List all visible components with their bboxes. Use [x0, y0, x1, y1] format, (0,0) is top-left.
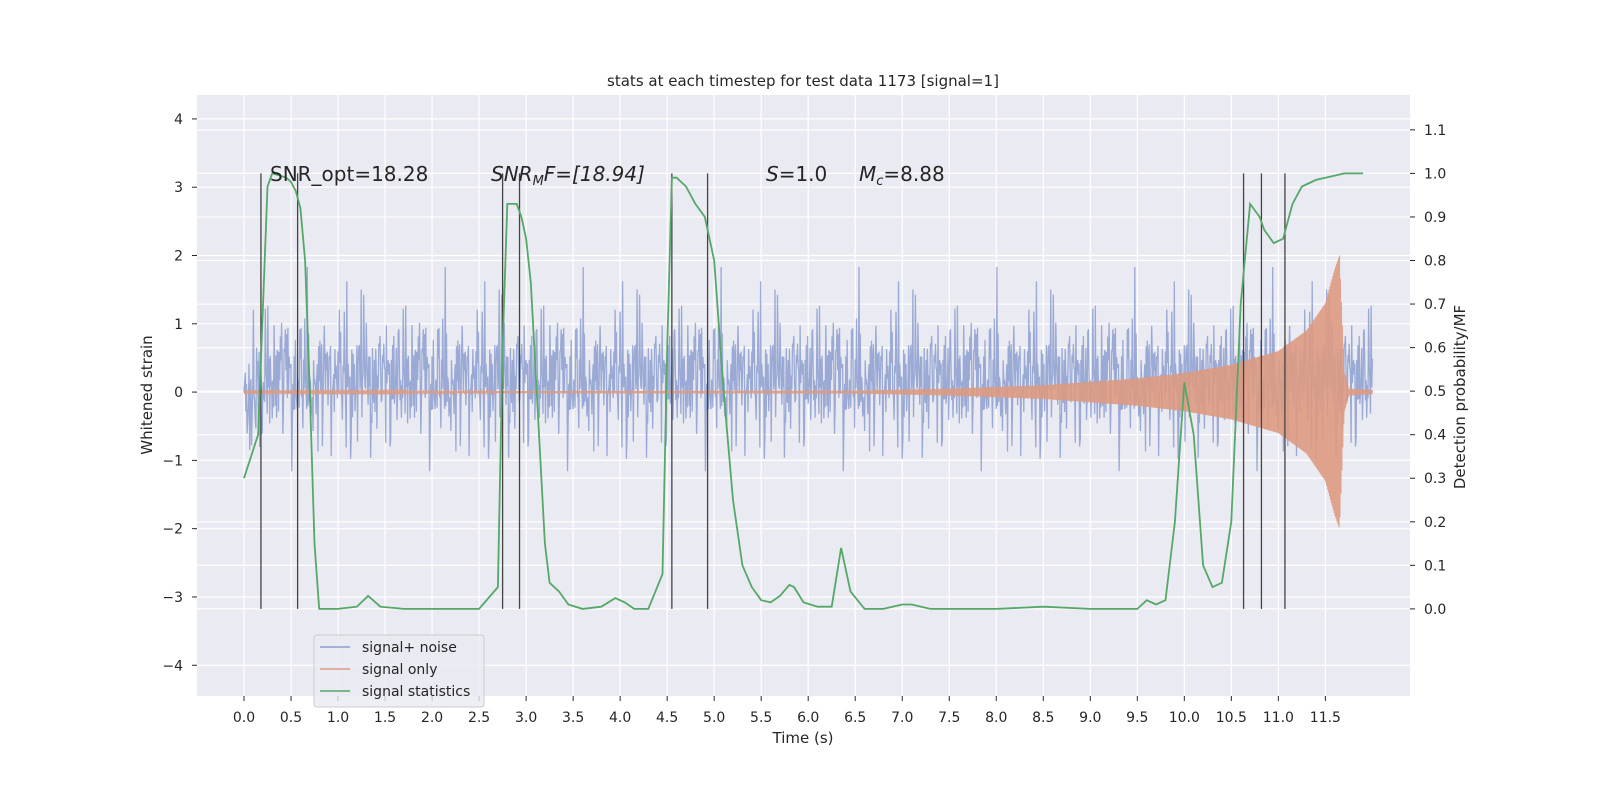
x-tick-label: 1.0 [327, 710, 349, 726]
x-tick-label: 5.0 [703, 710, 725, 726]
annotation-mc-value: =8.88 [883, 162, 944, 186]
y-tick-label-right: 0.2 [1424, 515, 1446, 531]
y-tick-label-right: 1.1 [1424, 123, 1446, 139]
x-tick-label: 7.5 [938, 710, 960, 726]
x-tick-label: 9.5 [1126, 710, 1148, 726]
x-tick-label: 5.5 [750, 710, 772, 726]
vertical-lines-group [260, 173, 1286, 609]
x-tick-label: 4.5 [656, 710, 678, 726]
x-tick-label: 2.5 [468, 710, 490, 726]
y-tick-label-right: 0.8 [1424, 253, 1446, 269]
y-tick-label-left: 3 [174, 180, 183, 196]
y-tick-label-left: 4 [174, 112, 183, 128]
x-tick-label: 11.0 [1263, 710, 1294, 726]
legend-box [313, 634, 485, 708]
x-tick-label: 0.0 [233, 710, 255, 726]
noise-series-group [243, 266, 1374, 472]
annotation-mc: Mc=8.88 [859, 162, 945, 189]
axes-ticks-group: 0.0 0.5 1.0 1.5 2.0 2.5 3.0 3.5 4.0 4.5 5.0 5.5 6.0 6… [162, 112, 1446, 726]
signal-statistics-series-group [243, 172, 1363, 610]
signal-statistics-series-line [243, 172, 1363, 610]
x-tick-label: 10.0 [1169, 710, 1200, 726]
y-tick-label-right: 0.7 [1424, 297, 1446, 313]
y-tick-label-right: 0.1 [1424, 558, 1446, 574]
x-tick-label: 4.0 [609, 710, 631, 726]
annotation-snr-mf: SNRMF=[18.94] [491, 162, 645, 189]
annotations-group: SNR_opt=18.28 SNRMF=[18.94] S=1.0 Mc=8.8… [270, 162, 945, 189]
y-tick-label-left: −2 [162, 522, 183, 538]
annotation-s-value: =1.0 [779, 162, 828, 186]
annotation-mc-sub: c [876, 174, 883, 189]
y-tick-label-left: 1 [174, 317, 183, 333]
y-tick-label-right: 0.4 [1424, 428, 1446, 444]
noise-series-line [243, 266, 1374, 472]
x-tick-label: 1.5 [374, 710, 396, 726]
x-tick-label: 8.5 [1032, 710, 1054, 726]
annotation-snr-mf-rest: F=[18.94] [544, 162, 645, 186]
y-tick-label-left: −4 [162, 658, 183, 674]
x-tick-label: 6.0 [797, 710, 819, 726]
x-tick-label: 2.0 [421, 710, 443, 726]
x-tick-label: 3.5 [562, 710, 584, 726]
x-axis-label: Time (s) [772, 729, 834, 747]
x-tick-label: 6.5 [844, 710, 866, 726]
y-tick-label-right: 0.9 [1424, 210, 1446, 226]
legend: signal+ noise signal only signal statist… [313, 634, 485, 708]
y-tick-label-right: 0.0 [1424, 602, 1446, 618]
legend-label-signal-only: signal only [362, 662, 437, 678]
x-tick-label: 3.0 [515, 710, 537, 726]
x-tick-label: 10.5 [1216, 710, 1247, 726]
legend-label-statistics: signal statistics [362, 684, 470, 700]
annotation-mc-var: M [859, 162, 876, 186]
x-tick-label: 7.0 [891, 710, 913, 726]
y-tick-label-left: −1 [162, 453, 183, 469]
annotation-s: S=1.0 [766, 162, 827, 186]
y-tick-label-right: 1.0 [1424, 166, 1446, 182]
x-tick-label: 9.0 [1079, 710, 1101, 726]
y-tick-label-left: 0 [174, 385, 183, 401]
y-tick-label-right: 0.3 [1424, 471, 1446, 487]
y-axis-label-right: Detection probability/MF [1451, 305, 1469, 489]
annotation-s-var: S [766, 162, 779, 186]
chart-title: stats at each timestep for test data 117… [607, 72, 999, 90]
signal-only-series-line [243, 255, 1373, 528]
x-tick-label: 0.5 [280, 710, 302, 726]
x-tick-label: 8.0 [985, 710, 1007, 726]
y-tick-label-right: 0.5 [1424, 384, 1446, 400]
annotation-snr-opt: SNR_opt=18.28 [270, 162, 428, 186]
y-tick-label-right: 0.6 [1424, 341, 1446, 357]
annotation-snr-mf-main: SNR [491, 162, 533, 186]
y-tick-label-left: 2 [174, 248, 183, 264]
x-tick-label: 11.5 [1310, 710, 1341, 726]
signal-only-series-group [243, 255, 1373, 528]
y-axis-label-left: Whitened strain [138, 335, 156, 454]
y-tick-label-left: −3 [162, 590, 183, 606]
annotation-snr-mf-sub: M [533, 174, 544, 189]
legend-label-noise: signal+ noise [362, 640, 457, 656]
